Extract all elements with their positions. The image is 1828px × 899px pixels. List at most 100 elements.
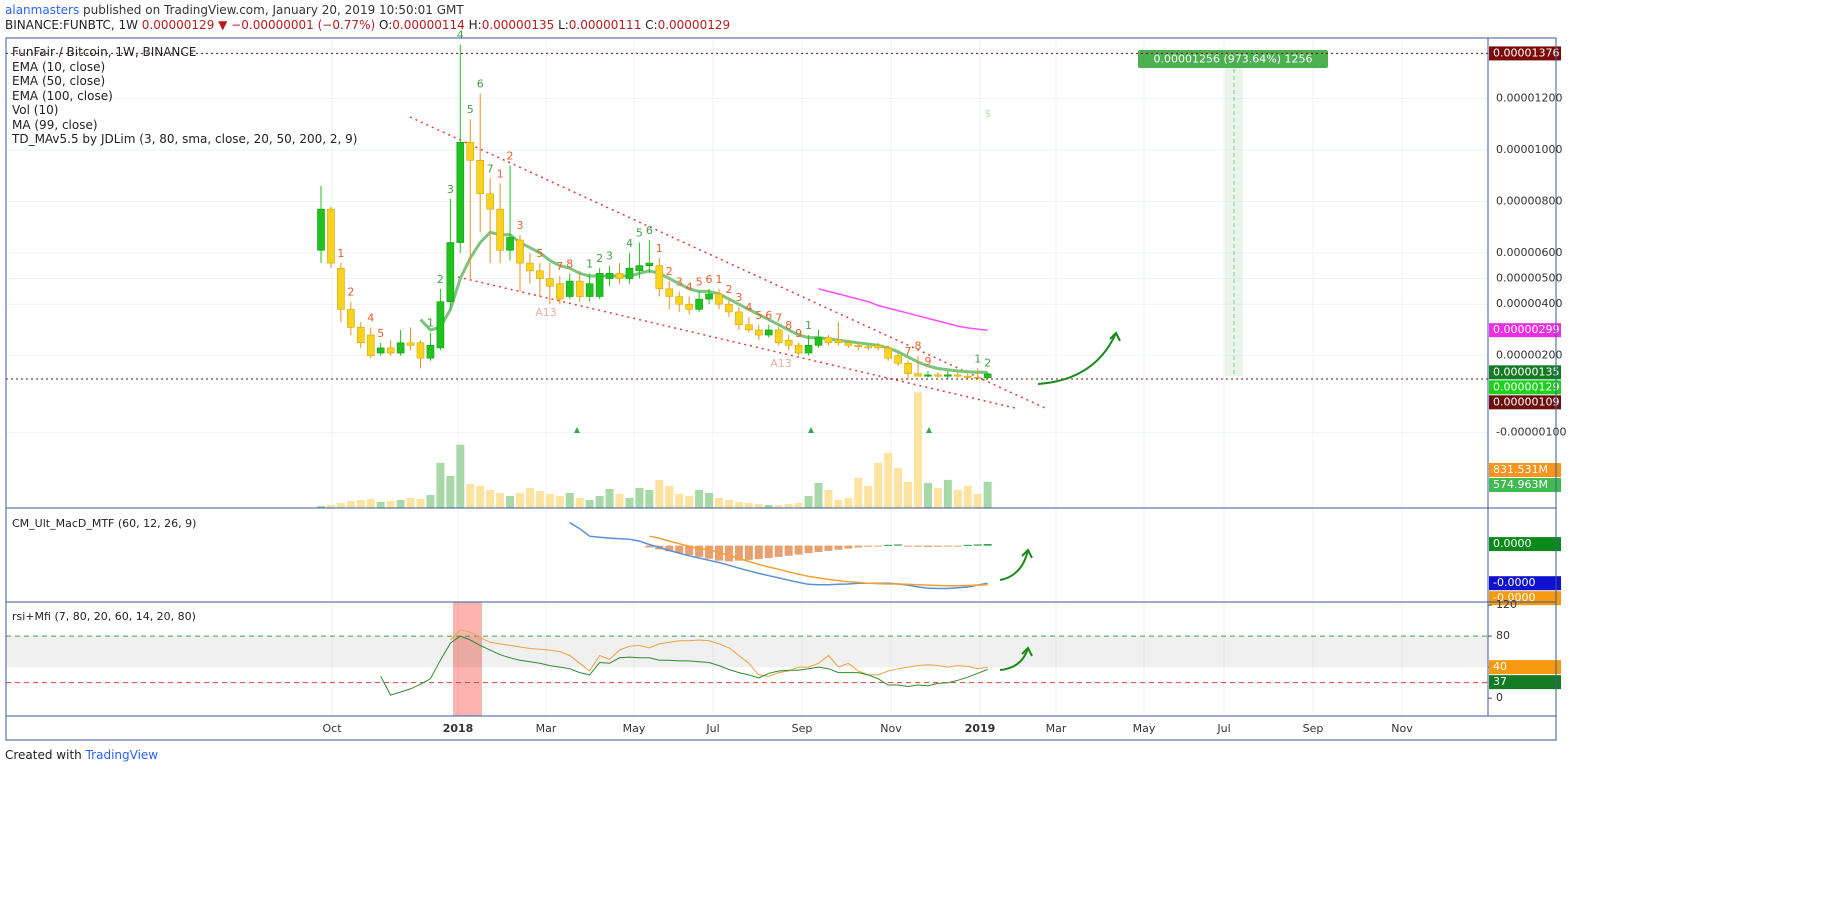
volume-bar [436, 462, 445, 508]
td-count-down: 5 [377, 327, 384, 340]
candle-body [356, 327, 365, 344]
candle-body [864, 346, 873, 349]
volume-bar [396, 499, 405, 508]
candle-body [625, 267, 634, 279]
td-count-down: 1 [497, 167, 504, 180]
y-tick-label: -0.00000100 [1496, 426, 1566, 439]
volume-bar [317, 505, 325, 508]
indicator: EMA (100, close) [12, 88, 113, 103]
macd-hist [784, 545, 793, 556]
l: 0.00000111 [568, 18, 642, 32]
td-count-up: 7 [487, 162, 494, 175]
candle-body [804, 345, 813, 354]
td-count-up: 4 [626, 237, 633, 250]
rsi-label-box [1489, 660, 1561, 675]
volume-bar [466, 483, 475, 508]
td-count-down: 4 [367, 311, 374, 324]
td-count-down: 2 [725, 283, 732, 296]
o: 0.00000114 [392, 18, 465, 32]
td-count-down: 4 [745, 301, 752, 314]
volume-bar [506, 495, 515, 508]
volume-bar [695, 489, 704, 508]
h: 0.00000135 [481, 18, 555, 32]
candle-body [764, 329, 773, 336]
y-tick-label: 0.00000600 [1496, 246, 1562, 259]
td-count-up: 6 [646, 224, 653, 237]
volume-bar [625, 497, 634, 508]
td-count-down: 3 [517, 219, 524, 232]
brand[interactable]: TradingView [85, 748, 159, 762]
volume-bar [744, 502, 753, 508]
candle-body [735, 311, 743, 326]
x-tick-label: Sep [1303, 722, 1324, 735]
td-count-down: 1 [337, 247, 344, 260]
price-label: 0.00001376 [1493, 46, 1559, 59]
volume-bar [804, 495, 813, 508]
price-label-box [1489, 323, 1561, 338]
candle-body [327, 208, 335, 264]
candle-body [506, 237, 514, 251]
macd-line [569, 522, 988, 590]
annotation: $ [985, 107, 992, 120]
volume-bar [794, 502, 803, 508]
td-count-down: 2 [347, 286, 354, 299]
td-count-up: 3 [447, 183, 454, 196]
ema-slow [818, 288, 988, 331]
volume-bar [904, 481, 913, 508]
indicator: MA (99, close) [12, 117, 98, 132]
td-count-down: 5 [696, 275, 703, 288]
candle-body [904, 363, 912, 374]
macd-hist [754, 545, 763, 560]
rsi-label: 40 [1493, 660, 1507, 673]
candle-body [705, 293, 713, 300]
volume-bar [705, 492, 714, 508]
candle-body [844, 342, 853, 346]
volume-bar [406, 497, 415, 508]
td-count-down: 8 [785, 319, 792, 332]
candle-body [695, 298, 703, 310]
macd-hist [953, 545, 962, 547]
candle-body [854, 345, 863, 347]
published: published on TradingView.com, January 20… [83, 3, 464, 17]
indicator: TD_MAv5.5 by JDLim (3, 80, sma, close, 2… [12, 132, 358, 146]
candle-body [973, 377, 982, 379]
macd-hist [744, 545, 753, 560]
macd-hist [824, 545, 833, 551]
macd-hist [874, 545, 883, 547]
td-count-up: 6 [477, 78, 484, 91]
candle-body [347, 309, 355, 328]
volume-label: 574.963M [1493, 478, 1548, 491]
candle-body [396, 342, 405, 354]
price-label: 0.00000129 [1493, 380, 1559, 393]
candle-body [376, 347, 385, 354]
candle-body [665, 288, 674, 297]
macd-hist [814, 545, 823, 552]
candle-body [366, 334, 375, 356]
arrow: ▼ [218, 18, 228, 32]
volume-bar [814, 482, 823, 508]
volume-bar [774, 504, 783, 508]
macd-hist [834, 545, 843, 550]
macd-label: 0.0000 [1493, 537, 1532, 550]
volume-bar [346, 500, 355, 508]
candle-body [526, 262, 534, 272]
x-tick-label: Mar [1046, 722, 1067, 735]
price-label: 0.00000299 [1493, 323, 1559, 336]
candle-body [834, 339, 843, 344]
td-count-up: 2 [596, 252, 603, 265]
rsi-title: rsi+Mfi (7, 80, 20, 60, 14, 20, 80) [12, 610, 196, 623]
annotation: A13 [535, 306, 557, 319]
volume-bar [486, 489, 495, 508]
macd-hist [764, 545, 773, 559]
chart-title: FunFair / Bitcoin, 1W, BINANCE [12, 45, 197, 59]
macd-label-box [1489, 576, 1561, 591]
td-count-down: 9 [795, 327, 802, 340]
candle-body [426, 345, 435, 359]
candle-body [416, 342, 425, 359]
volume-bar [555, 495, 564, 508]
candle-body [914, 373, 922, 377]
author[interactable]: alanmasters [5, 3, 80, 17]
macd-hist [665, 545, 674, 552]
footer: Created with TradingView [5, 748, 158, 762]
candle-body [894, 355, 902, 364]
